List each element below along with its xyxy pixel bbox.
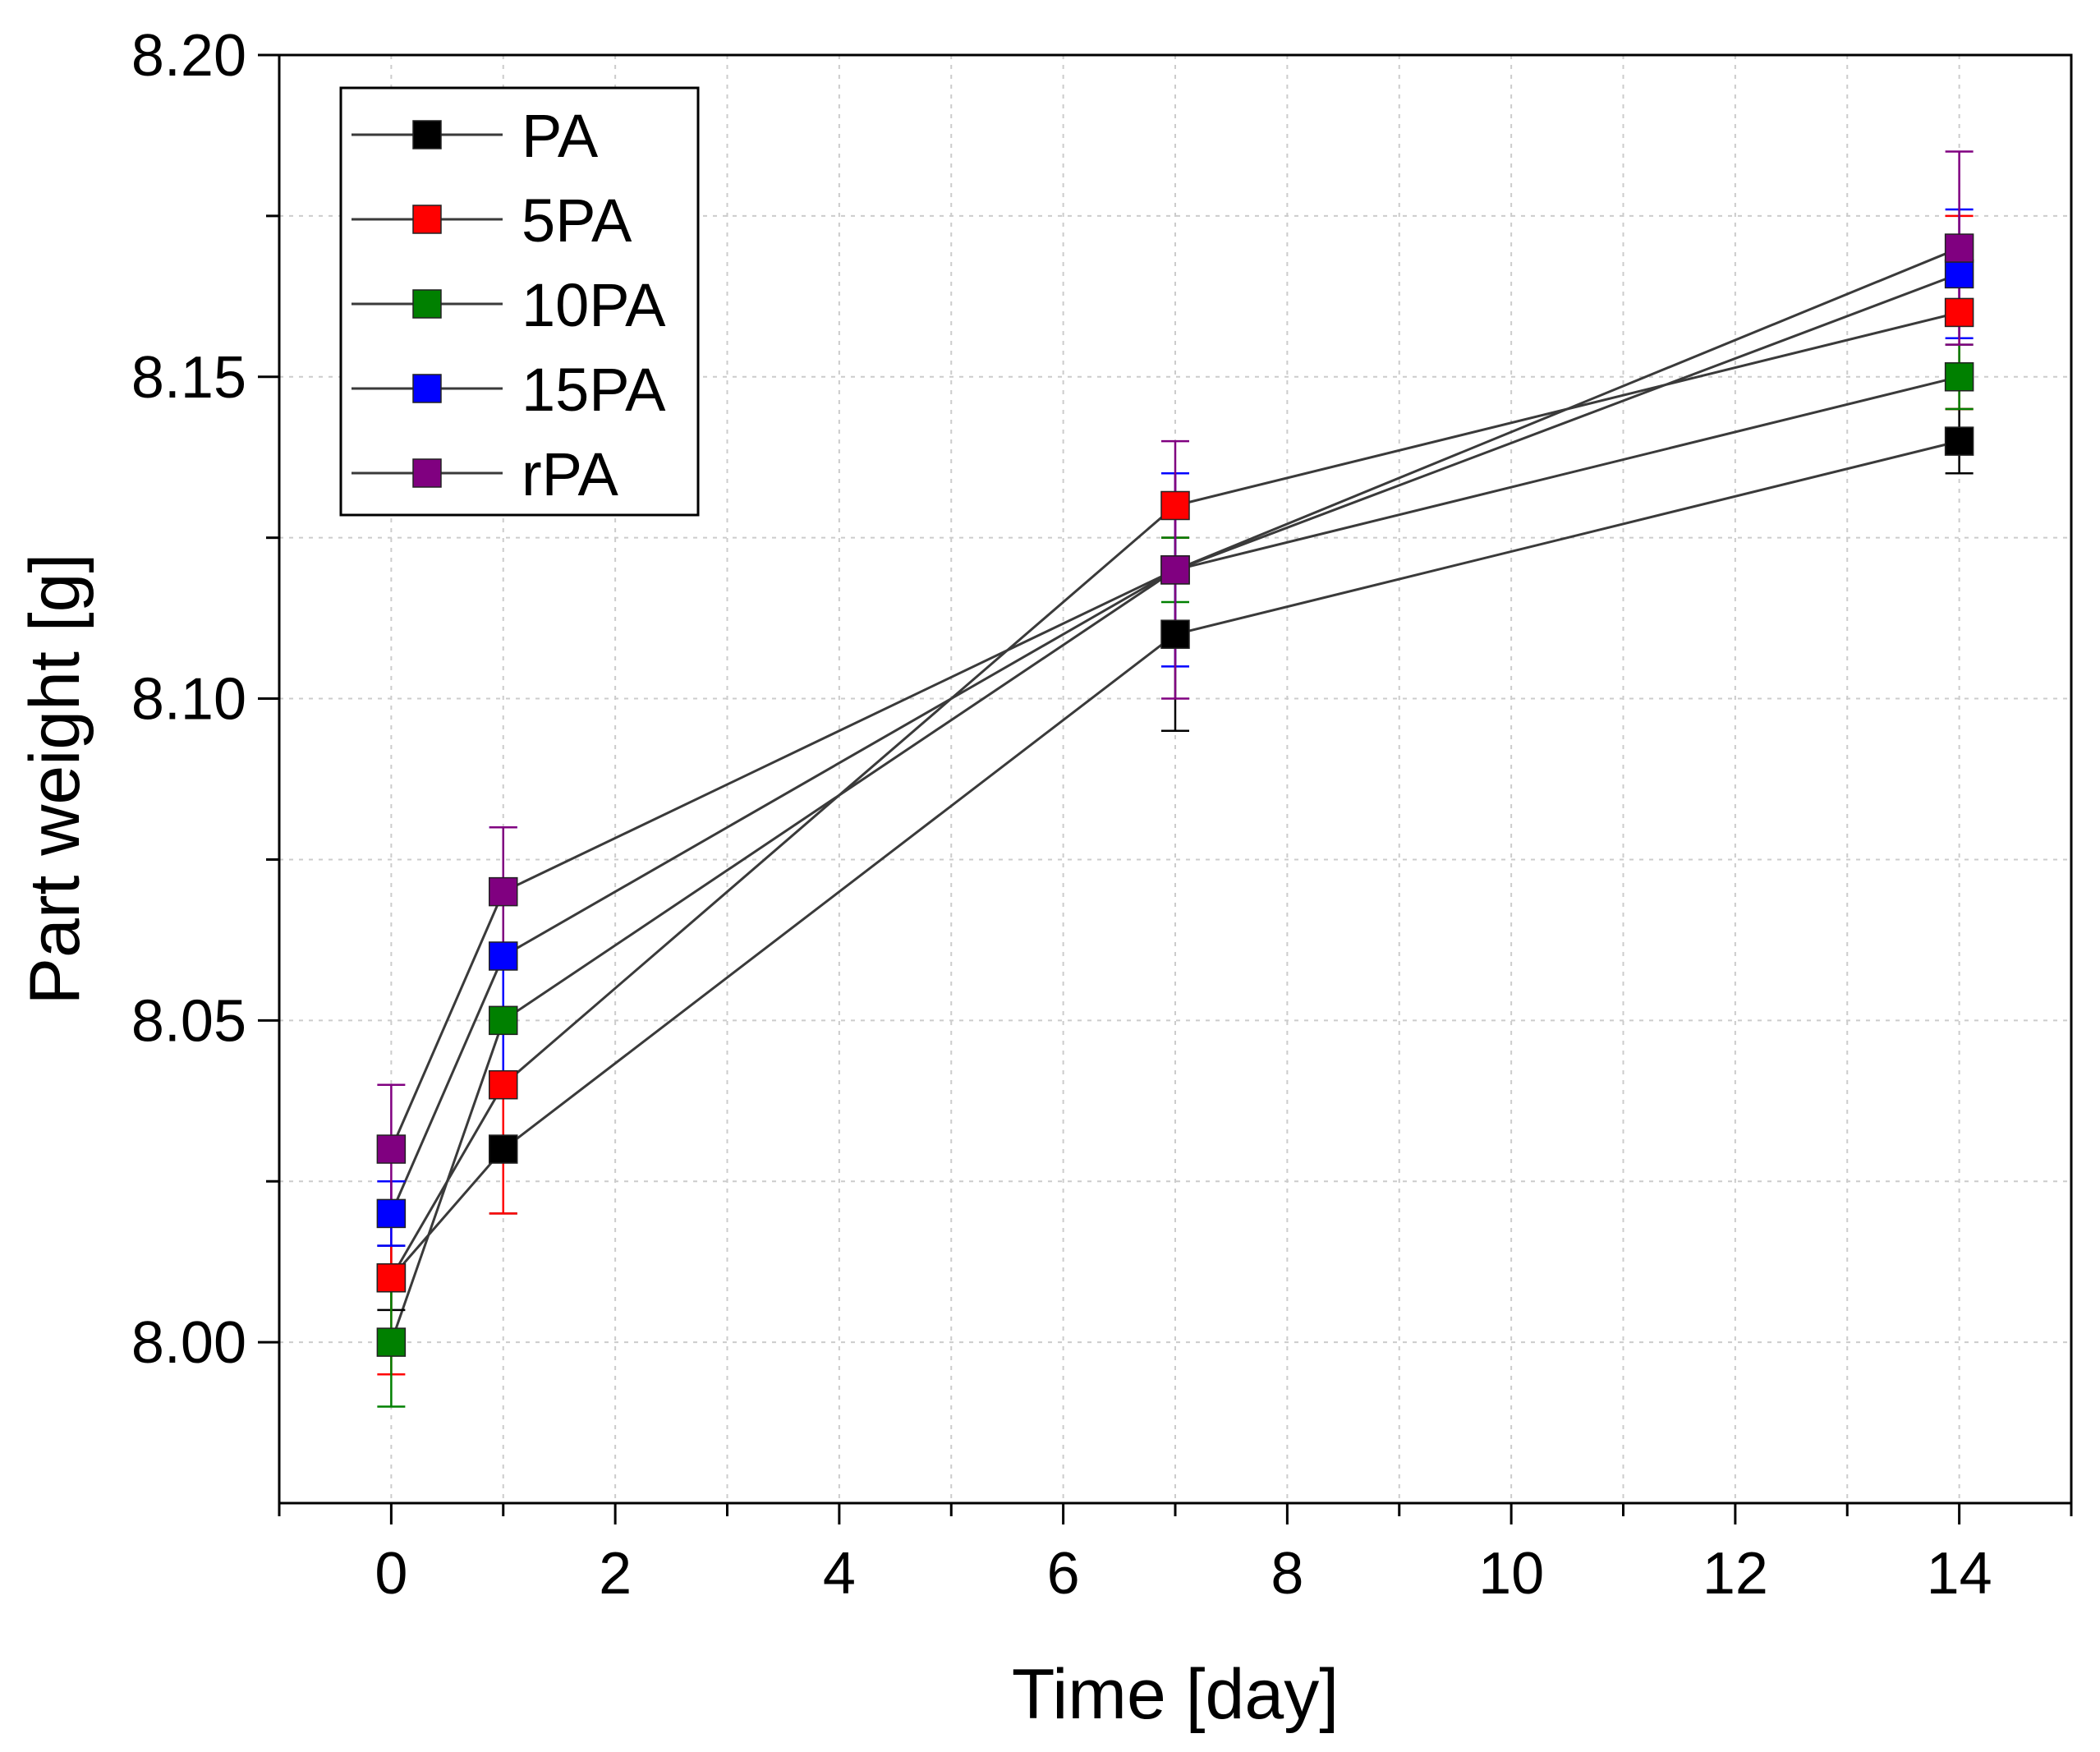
data-point-5pa (1160, 490, 1190, 521)
data-point-5pa (1944, 297, 1974, 328)
x-axis-title: Time [day] (1012, 1655, 1339, 1734)
series-line-10pa (389, 375, 1960, 1343)
legend-marker-15pa (412, 374, 442, 403)
data-point-rpa (376, 1134, 407, 1164)
data-point-rpa (489, 876, 518, 907)
data-point-15pa (376, 1198, 407, 1229)
series-line-pa (390, 439, 1960, 1279)
x-tick-label: 2 (599, 1541, 632, 1607)
x-tick-label: 4 (823, 1541, 856, 1607)
data-point-rpa (1944, 233, 1974, 263)
legend-marker-10pa (412, 289, 442, 319)
data-point-10pa (489, 1005, 518, 1036)
legend: PA 5PA 10PA 15PA rPA (339, 86, 700, 517)
data-point-10pa (1944, 362, 1974, 392)
x-tick-label: 0 (375, 1541, 407, 1607)
y-tick-label: 8.05 (131, 988, 246, 1054)
legend-marker-rpa (412, 458, 442, 488)
data-point-10pa (376, 1327, 407, 1357)
series-line-rpa (389, 246, 1960, 1150)
y-axis-title: Part weight [g] (16, 554, 94, 1005)
data-point-5pa (489, 1069, 518, 1100)
legend-label: PA (522, 102, 599, 170)
legend-marker-pa (412, 120, 442, 149)
series-line-15pa (389, 273, 1960, 1214)
legend-label: 15PA (522, 356, 666, 424)
axes: 0 2 4 6 8 10 12 14 8.00 8.05 8.10 8.15 8.20 Time [day… (16, 23, 2073, 1734)
legend-box (339, 86, 700, 517)
x-tick-label: 12 (1703, 1541, 1768, 1607)
legend-marker-5pa (412, 205, 442, 234)
legend-label: rPA (522, 440, 619, 508)
data-point-pa (1160, 619, 1190, 649)
series-group (376, 150, 1974, 1408)
data-point-15pa (1944, 259, 1974, 289)
x-tick-label: 8 (1271, 1541, 1303, 1607)
x-tick-label: 6 (1047, 1541, 1080, 1607)
data-point-pa (1944, 426, 1974, 456)
legend-label: 10PA (522, 271, 666, 339)
x-tick-label: 14 (1927, 1541, 1992, 1607)
data-point-rpa (1160, 555, 1190, 585)
y-tick-label: 8.00 (131, 1310, 246, 1376)
y-tick-label: 8.10 (131, 667, 246, 733)
data-point-15pa (489, 941, 518, 971)
data-point-5pa (376, 1263, 407, 1293)
data-point-pa (489, 1134, 518, 1164)
x-tick-label: 10 (1478, 1541, 1544, 1607)
y-tick-label: 8.15 (131, 345, 246, 411)
legend-label: 5PA (522, 186, 632, 255)
y-tick-label: 8.20 (131, 23, 246, 89)
